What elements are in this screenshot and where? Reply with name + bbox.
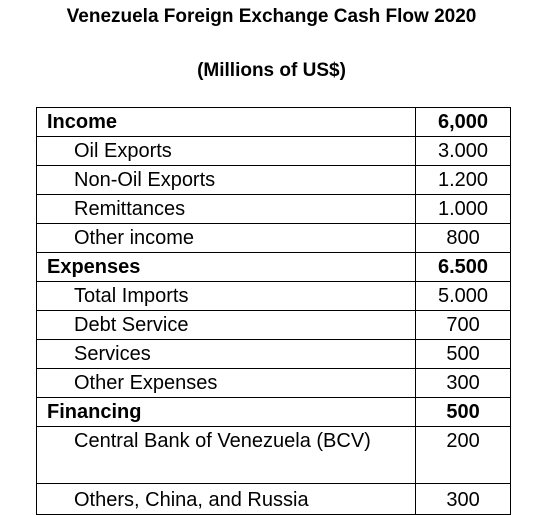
table-row: Others, China, and Russia 300 <box>35 483 511 515</box>
row-label: Financing <box>35 397 417 427</box>
row-label: Oil Exports <box>35 136 417 166</box>
row-value: 500 <box>415 397 511 427</box>
row-value: 800 <box>415 223 511 253</box>
table-row: Debt Service 700 <box>35 310 511 340</box>
row-label: Central Bank of Venezuela (BCV) <box>35 426 417 484</box>
row-value: 1.200 <box>415 165 511 195</box>
cash-flow-table: Income 6,000 Oil Exports 3.000 Non-Oil E… <box>35 107 511 515</box>
document-title: Venezuela Foreign Exchange Cash Flow 202… <box>66 6 477 27</box>
row-label: Non-Oil Exports <box>35 165 417 195</box>
row-value: 5.000 <box>415 281 511 311</box>
row-label: Others, China, and Russia <box>35 483 417 515</box>
row-label: Expenses <box>35 252 417 282</box>
row-value: 6,000 <box>415 107 511 137</box>
table-row: Central Bank of Venezuela (BCV) 200 <box>35 426 511 484</box>
row-label: Income <box>35 107 417 137</box>
table-row: Other Expenses 300 <box>35 368 511 398</box>
row-value: 300 <box>415 368 511 398</box>
row-value: 3.000 <box>415 136 511 166</box>
table-row: Remittances 1.000 <box>35 194 511 224</box>
row-label: Other income <box>35 223 417 253</box>
document-subtitle: (Millions of US$) <box>197 60 346 81</box>
row-value: 1.000 <box>415 194 511 224</box>
row-label: Remittances <box>35 194 417 224</box>
table-row-expenses: Expenses 6.500 <box>35 252 511 282</box>
table-row: Other income 800 <box>35 223 511 253</box>
row-value: 300 <box>415 483 511 515</box>
table-row: Oil Exports 3.000 <box>35 136 511 166</box>
table-row-financing: Financing 500 <box>35 397 511 427</box>
table-row-income: Income 6,000 <box>35 107 511 137</box>
table-row: Services 500 <box>35 339 511 369</box>
row-label: Services <box>35 339 417 369</box>
row-label: Debt Service <box>35 310 417 340</box>
row-value: 700 <box>415 310 511 340</box>
table-row: Total Imports 5.000 <box>35 281 511 311</box>
row-value: 6.500 <box>415 252 511 282</box>
row-label: Total Imports <box>35 281 417 311</box>
row-label: Other Expenses <box>35 368 417 398</box>
row-value: 500 <box>415 339 511 369</box>
table-row: Non-Oil Exports 1.200 <box>35 165 511 195</box>
row-value: 200 <box>415 426 511 484</box>
